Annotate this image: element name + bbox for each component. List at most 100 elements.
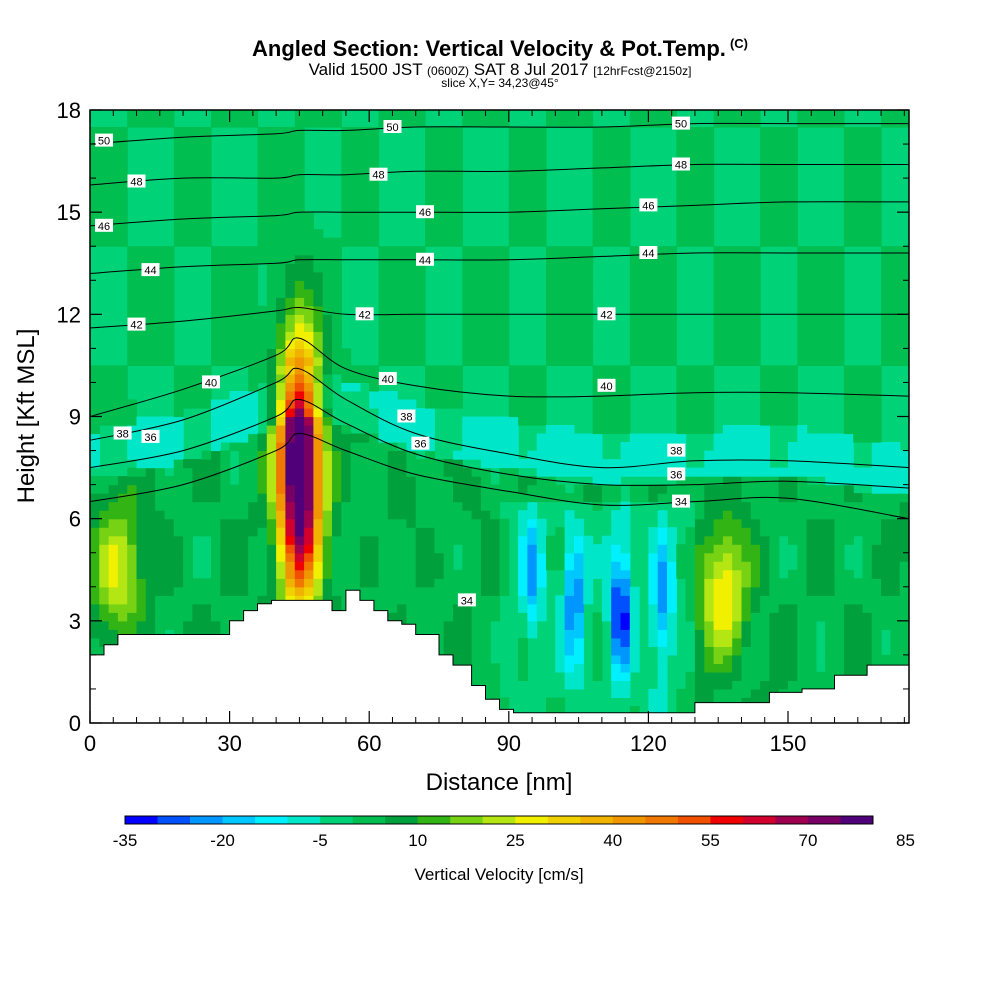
velocity-cell — [862, 654, 873, 664]
velocity-cell — [629, 118, 640, 128]
velocity-cell — [732, 595, 743, 605]
velocity-cell — [825, 484, 836, 494]
velocity-cell — [741, 263, 752, 273]
velocity-cell — [480, 476, 491, 486]
velocity-cell — [611, 161, 622, 171]
velocity-cell — [136, 561, 147, 571]
velocity-cell — [564, 425, 575, 435]
velocity-cell — [843, 510, 854, 520]
velocity-cell — [741, 612, 752, 622]
velocity-cell — [760, 195, 770, 205]
velocity-cell — [648, 280, 659, 290]
velocity-cell — [899, 314, 909, 324]
velocity-cell — [881, 305, 891, 315]
velocity-cell — [90, 425, 100, 435]
velocity-cell — [704, 544, 715, 554]
velocity-cell — [443, 484, 454, 494]
colorbar-frame — [124, 815, 874, 825]
velocity-cell — [192, 195, 203, 205]
velocity-cell — [732, 271, 743, 281]
velocity-cell — [425, 391, 435, 401]
velocity-cell — [332, 110, 342, 120]
velocity-cell — [853, 152, 864, 162]
velocity-cell — [173, 586, 184, 596]
velocity-cell — [881, 603, 891, 613]
velocity-cell — [620, 646, 631, 656]
velocity-cell — [415, 110, 426, 120]
velocity-cell — [285, 161, 296, 171]
velocity-cell — [639, 280, 649, 290]
velocity-cell — [99, 586, 110, 596]
velocity-cell — [881, 314, 891, 324]
velocity-cell — [425, 612, 435, 622]
velocity-cell — [536, 595, 547, 605]
velocity-cell — [527, 544, 538, 554]
velocity-cell — [117, 527, 128, 537]
velocity-cell — [238, 476, 249, 486]
velocity-cell — [732, 510, 743, 520]
velocity-cell — [117, 212, 128, 222]
velocity-cell — [443, 637, 454, 647]
velocity-cell — [155, 118, 165, 128]
velocity-cell — [285, 442, 296, 452]
velocity-cell — [117, 169, 128, 179]
velocity-cell — [350, 544, 361, 554]
velocity-cell — [853, 135, 864, 145]
velocity-cell — [369, 152, 380, 162]
velocity-cell — [90, 203, 100, 213]
velocity-cell — [574, 654, 584, 664]
velocity-cell — [397, 578, 407, 588]
velocity-cell — [99, 373, 110, 383]
velocity-cell — [164, 118, 175, 128]
velocity-cell — [229, 578, 240, 588]
velocity-cell — [369, 518, 380, 528]
velocity-cell — [211, 510, 221, 520]
velocity-cell — [285, 459, 296, 469]
velocity-cell — [294, 450, 305, 460]
velocity-cell — [583, 442, 594, 452]
velocity-cell — [238, 305, 249, 315]
velocity-cell — [890, 331, 901, 341]
velocity-cell — [238, 433, 249, 443]
velocity-cell — [815, 544, 826, 554]
velocity-cell — [183, 569, 193, 579]
velocity-cell — [145, 322, 156, 332]
velocity-cell — [741, 280, 752, 290]
velocity-cell — [722, 535, 733, 545]
velocity-cell — [387, 450, 398, 460]
velocity-cell — [136, 425, 147, 435]
velocity-cell — [117, 595, 128, 605]
velocity-cell — [704, 127, 715, 137]
velocity-cell — [611, 527, 622, 537]
velocity-cell — [434, 552, 445, 562]
velocity-cell — [369, 203, 380, 213]
velocity-cell — [760, 629, 770, 639]
velocity-cell — [899, 620, 909, 630]
velocity-cell — [257, 467, 268, 477]
velocity-cell — [369, 510, 380, 520]
velocity-cell — [862, 620, 873, 630]
velocity-cell — [518, 408, 528, 418]
velocity-cell — [499, 118, 510, 128]
velocity-cell — [815, 331, 826, 341]
velocity-cell — [201, 501, 212, 511]
velocity-cell — [99, 229, 110, 239]
velocity-cell — [778, 637, 789, 647]
velocity-cell — [843, 476, 854, 486]
velocity-cell — [471, 671, 482, 681]
velocity-cell — [294, 356, 305, 366]
velocity-cell — [676, 178, 687, 188]
velocity-cell — [527, 459, 538, 469]
colorbar-swatch — [482, 816, 516, 824]
velocity-cell — [825, 586, 836, 596]
velocity-cell — [611, 237, 622, 247]
velocity-cell — [220, 263, 231, 273]
velocity-cell — [704, 391, 715, 401]
velocity-cell — [536, 399, 547, 409]
velocity-cell — [871, 544, 882, 554]
velocity-cell — [480, 348, 491, 358]
velocity-cell — [238, 391, 249, 401]
velocity-cell — [220, 118, 231, 128]
velocity-cell — [676, 220, 687, 230]
velocity-cell — [499, 322, 510, 332]
